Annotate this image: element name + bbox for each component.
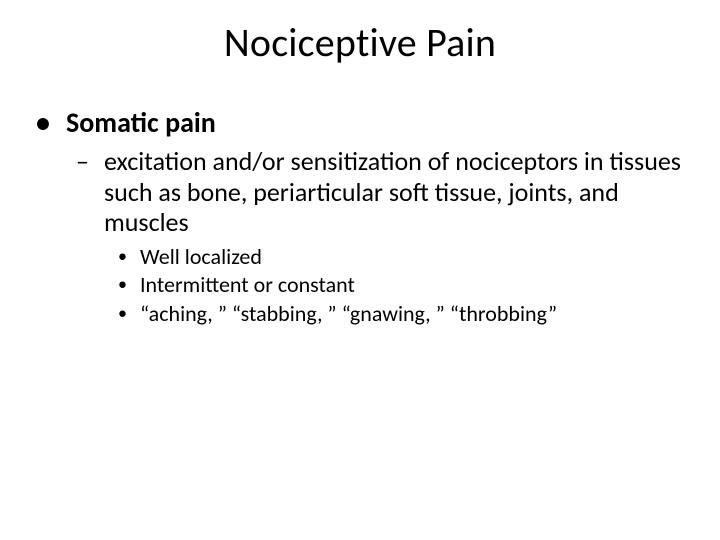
- bullet-dot-icon: •: [118, 244, 140, 270]
- bullet-level2-text: excitation and/or sensitization of nocic…: [104, 146, 690, 238]
- bullet-dot-icon: •: [118, 301, 140, 327]
- slide-title: Nociceptive Pain: [0, 0, 720, 75]
- bullet-dot-icon: •: [118, 272, 140, 298]
- bullet-level1: • Somatic pain: [30, 105, 690, 140]
- bullet-dot-icon: •: [30, 105, 66, 140]
- bullet-level3-text: “aching, ” “stabbing, ” “gnawing, ” “thr…: [140, 301, 690, 327]
- bullet-level3: • Well localized: [30, 244, 690, 270]
- slide-body: • Somatic pain – excitation and/or sensi…: [0, 75, 720, 327]
- bullet-level1-text: Somatic pain: [66, 105, 690, 140]
- bullet-level3-text: Well localized: [140, 244, 690, 270]
- bullet-level3-text: Intermittent or constant: [140, 272, 690, 298]
- slide: Nociceptive Pain • Somatic pain – excita…: [0, 0, 720, 540]
- bullet-dash-icon: –: [76, 146, 104, 238]
- bullet-level3: • Intermittent or constant: [30, 272, 690, 298]
- bullet-level2: – excitation and/or sensitization of noc…: [30, 146, 690, 238]
- bullet-level3: • “aching, ” “stabbing, ” “gnawing, ” “t…: [30, 301, 690, 327]
